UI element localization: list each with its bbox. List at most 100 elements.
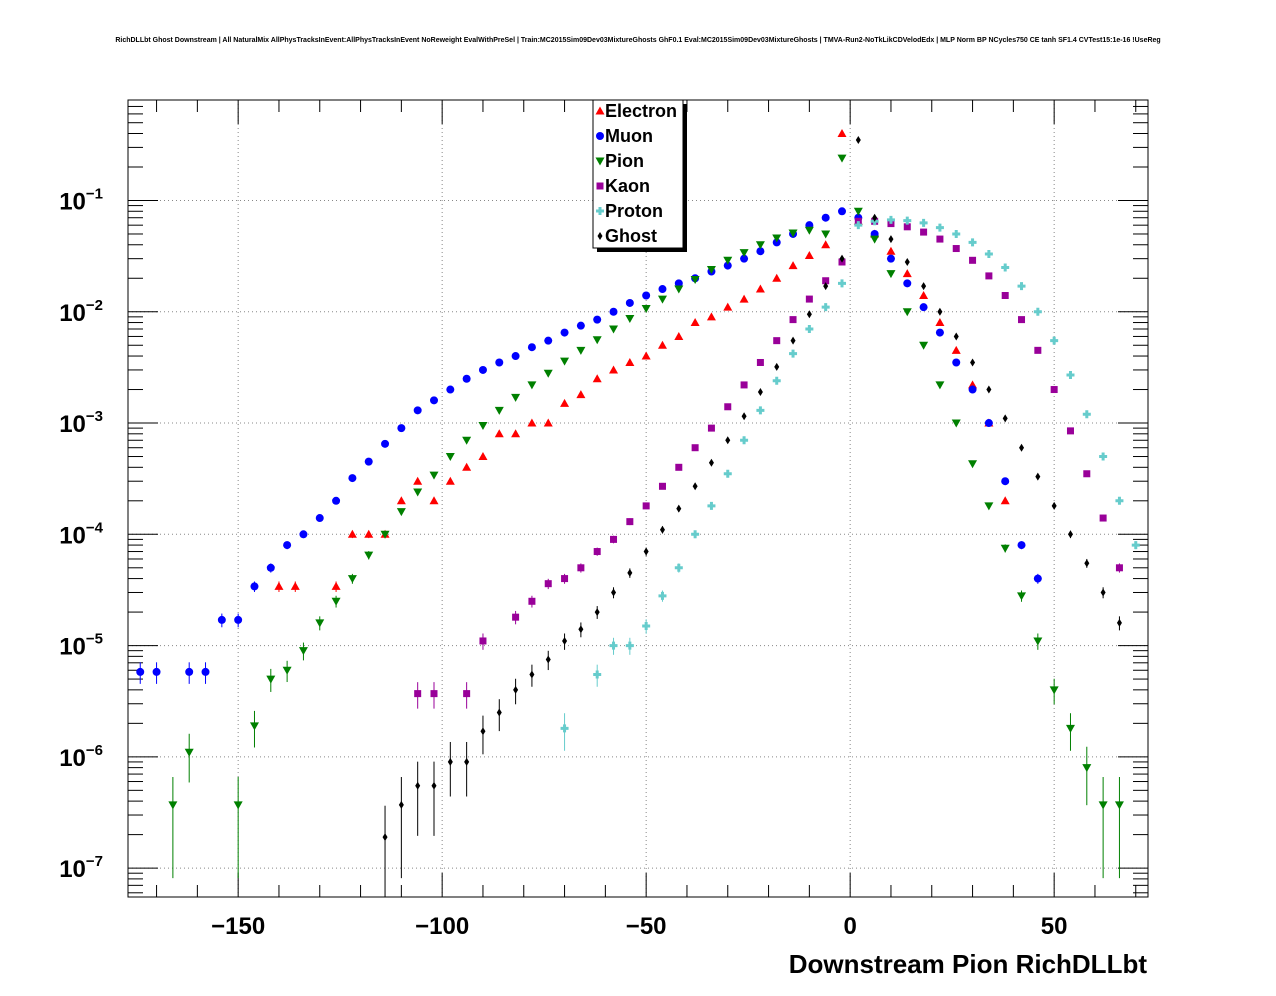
data-point [804,226,814,235]
x-tick-label: 50 [1041,913,1068,940]
legend-label-kaon: Kaon [605,176,650,196]
data-point [725,436,731,445]
data-point [886,270,896,279]
data-point [756,247,765,256]
data-point [642,291,651,300]
data-point [986,385,992,394]
data-point [462,436,472,445]
data-point [464,757,470,766]
data-point [494,429,504,438]
data-point [935,223,944,232]
data-point [266,675,276,684]
data-point [560,357,570,366]
data-point [576,321,585,330]
data-point [740,254,749,263]
data-point [625,298,634,307]
data-point [1082,410,1091,419]
data-point [1066,427,1074,435]
data-point [723,256,733,265]
data-point [290,581,300,590]
y-tick-label: 10−1 [59,185,103,215]
data-point [527,418,537,427]
data-point [576,390,586,399]
data-point [494,406,504,415]
data-point [445,476,455,485]
data-point [1033,637,1043,646]
data-layer [136,128,1140,897]
data-point [642,621,651,630]
data-point [1035,472,1041,481]
data-point [463,690,471,698]
data-point [398,800,404,809]
data-point [201,667,210,676]
data-point [772,376,781,385]
data-point [560,398,570,407]
data-point [724,403,732,411]
data-point [315,514,324,523]
data-point [690,275,700,284]
data-point [837,154,847,163]
data-point [1001,291,1009,299]
data-point [396,496,406,505]
data-point [511,393,521,402]
data-point [1100,588,1106,597]
x-tick-label: −50 [626,913,667,940]
data-point [512,613,520,621]
data-point [396,508,406,517]
data-point [952,245,960,253]
data-point [217,615,226,624]
data-point [903,279,912,288]
data-point [447,757,453,766]
data-point [1131,541,1140,550]
data-point [902,269,912,278]
data-point [723,302,733,311]
data-point [919,303,928,312]
data-point [331,581,341,590]
data-point [576,346,586,355]
data-point [888,235,894,244]
data-point [707,424,715,432]
data-point [921,282,927,291]
data-point [676,504,682,513]
data-point [968,238,977,247]
data-point [1067,530,1073,539]
data-point [708,458,714,467]
data-point [1050,386,1058,394]
data-point [1033,574,1042,583]
data-point [233,801,243,810]
data-point [774,362,780,371]
data-point [772,273,782,282]
data-point [380,530,390,539]
data-point [299,530,308,539]
data-point [168,801,178,810]
data-point [1099,452,1108,461]
data-point [659,525,665,534]
data-point [658,591,667,600]
chart-title: RichDLLbt Ghost Downstream | All Natural… [115,37,1160,44]
data-point [641,351,651,360]
data-point [739,294,749,303]
data-point [855,135,861,144]
data-point [788,229,798,238]
data-point [755,284,765,293]
axis-ticks [128,99,1148,897]
data-point [953,332,959,341]
data-point [609,325,619,334]
data-point [886,215,895,224]
data-point [298,647,308,656]
data-point [756,358,764,366]
data-point [543,418,553,427]
data-point [936,235,944,243]
data-point [788,261,798,270]
data-point [413,476,423,485]
data-point [985,272,993,280]
data-point [578,625,584,634]
data-point [562,636,568,645]
data-point [707,501,716,510]
data-point [609,307,618,316]
data-point [903,223,911,231]
data-point [690,318,700,327]
data-point [429,496,439,505]
y-tick-label: 10−5 [59,631,103,661]
data-point [185,667,194,676]
